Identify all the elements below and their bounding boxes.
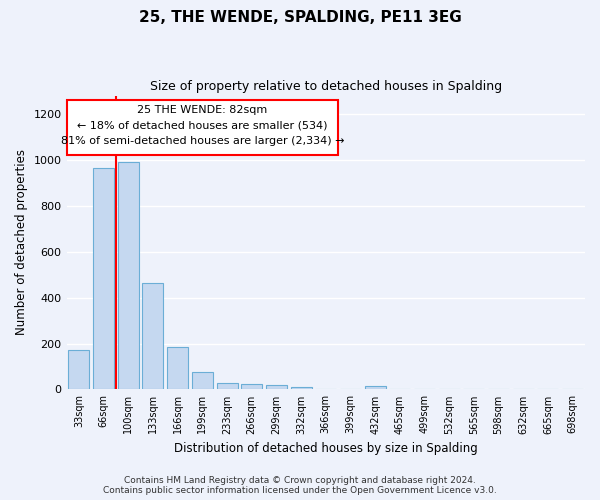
- Text: ← 18% of detached houses are smaller (534): ← 18% of detached houses are smaller (53…: [77, 120, 328, 130]
- Bar: [142, 282, 163, 390]
- Bar: [217, 383, 238, 390]
- Text: 81% of semi-detached houses are larger (2,334) →: 81% of semi-detached houses are larger (…: [61, 136, 344, 146]
- Text: 25, THE WENDE, SPALDING, PE11 3EG: 25, THE WENDE, SPALDING, PE11 3EG: [139, 10, 461, 25]
- Bar: [192, 372, 213, 390]
- Bar: [241, 384, 262, 390]
- Bar: [365, 386, 386, 390]
- Bar: [167, 347, 188, 390]
- Bar: [68, 350, 89, 390]
- X-axis label: Distribution of detached houses by size in Spalding: Distribution of detached houses by size …: [174, 442, 478, 455]
- Bar: [118, 162, 139, 390]
- FancyBboxPatch shape: [67, 100, 338, 155]
- Bar: [266, 386, 287, 390]
- Bar: [93, 168, 114, 390]
- Text: 25 THE WENDE: 82sqm: 25 THE WENDE: 82sqm: [137, 104, 268, 115]
- Text: Contains HM Land Registry data © Crown copyright and database right 2024.
Contai: Contains HM Land Registry data © Crown c…: [103, 476, 497, 495]
- Title: Size of property relative to detached houses in Spalding: Size of property relative to detached ho…: [150, 80, 502, 93]
- Y-axis label: Number of detached properties: Number of detached properties: [15, 150, 28, 336]
- Bar: [290, 387, 311, 390]
